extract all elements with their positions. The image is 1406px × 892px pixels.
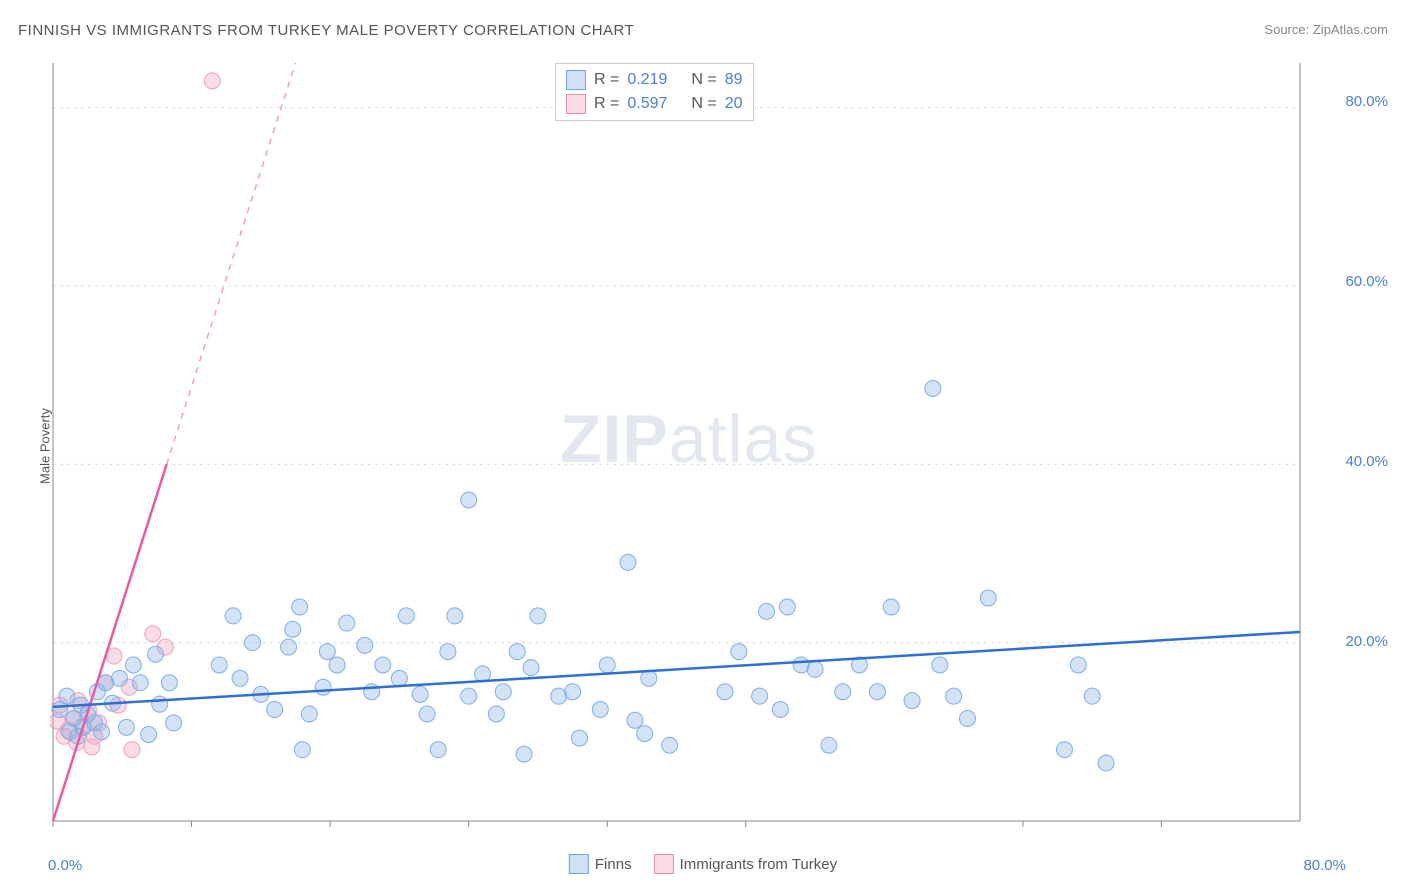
series-legend: Finns Immigrants from Turkey [569, 854, 837, 874]
r-label: R = [594, 95, 619, 113]
n-value-turkey: 20 [725, 95, 743, 113]
legend-item-finns: Finns [569, 854, 632, 874]
legend-item-turkey: Immigrants from Turkey [654, 854, 838, 874]
legend-label-turkey: Immigrants from Turkey [680, 856, 838, 873]
correlation-legend: R = 0.219 N = 89 R = 0.597 N = 20 [555, 63, 754, 121]
source-credit: Source: ZipAtlas.com [1264, 22, 1388, 37]
scatter-chart [50, 58, 1350, 833]
r-label: R = [594, 71, 619, 89]
source-name: ZipAtlas.com [1313, 22, 1388, 37]
y-tick-40: 40.0% [1345, 453, 1388, 470]
swatch-blue [569, 854, 589, 874]
x-tick-0: 0.0% [48, 857, 82, 874]
legend-label-finns: Finns [595, 856, 632, 873]
n-value-finns: 89 [725, 71, 743, 89]
plot-area [50, 58, 1350, 833]
legend-row-finns: R = 0.219 N = 89 [566, 68, 743, 92]
swatch-blue [566, 70, 586, 90]
y-tick-80: 80.0% [1345, 93, 1388, 110]
y-tick-60: 60.0% [1345, 273, 1388, 290]
chart-title: FINNISH VS IMMIGRANTS FROM TURKEY MALE P… [18, 22, 634, 39]
n-label: N = [691, 71, 716, 89]
x-tick-80: 80.0% [1303, 857, 1346, 874]
r-value-turkey: 0.597 [627, 95, 667, 113]
swatch-pink [566, 94, 586, 114]
y-tick-20: 20.0% [1345, 633, 1388, 650]
swatch-pink [654, 854, 674, 874]
r-value-finns: 0.219 [627, 71, 667, 89]
legend-row-turkey: R = 0.597 N = 20 [566, 92, 743, 116]
source-label: Source: [1264, 22, 1309, 37]
n-label: N = [691, 95, 716, 113]
